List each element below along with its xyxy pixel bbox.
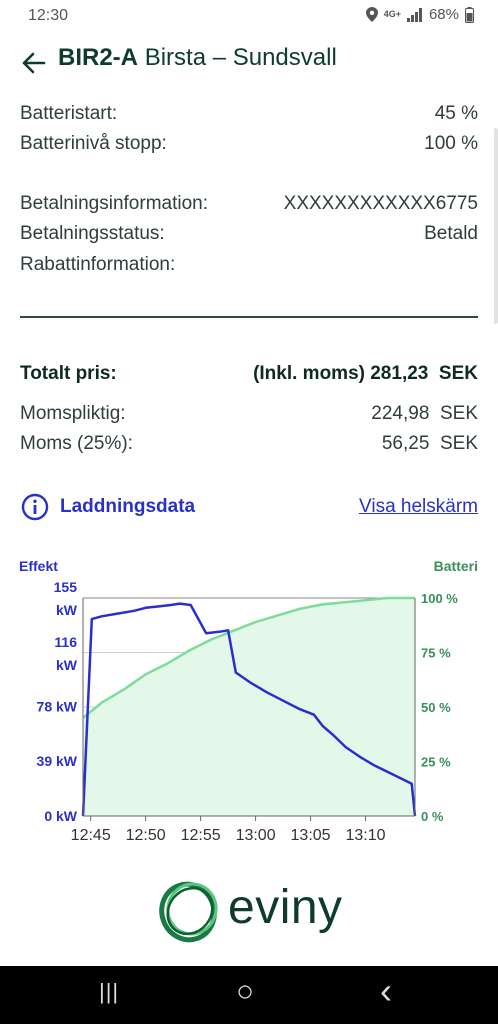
info-icon[interactable] [21, 493, 49, 521]
battery-start-row: Batteristart: 45 % [20, 103, 478, 125]
taxable-currency: SEK [439, 403, 478, 424]
vat-value: 56,25 [381, 433, 430, 454]
vat-currency: SEK [439, 433, 478, 454]
right-tick-label: 0 % [421, 809, 444, 824]
power-series-line [81, 602, 417, 817]
total-price-row: Totalt pris: (Inkl. moms) 281,23 SEK [20, 363, 478, 385]
payment-status-row: Betalningsstatus: Betald [20, 223, 478, 245]
back-arrow-icon[interactable] [22, 52, 46, 74]
vat-label: Moms (25%): [20, 433, 133, 454]
x-tick-label: 13:05 [291, 827, 331, 844]
battery-stop-value: 100 % [424, 133, 478, 154]
battery-percent: 68% [428, 6, 459, 23]
recent-apps-button[interactable]: ||| [99, 979, 120, 1004]
payment-info-value: XXXXXXXXXXXX6775 [283, 193, 478, 214]
taxable-value: 224,98 [371, 403, 430, 424]
right-axis-title: Batteri [434, 558, 478, 574]
battery-icon [465, 6, 474, 23]
left-axis-title: Effekt [19, 558, 58, 574]
status-bar: 12:30 4G+ 68% [0, 0, 498, 32]
right-tick-label: 75 % [421, 646, 451, 661]
x-tick-label: 12:50 [126, 827, 166, 844]
payment-info-row: Betalningsinformation: XXXXXXXXXXXX6775 [20, 193, 478, 215]
right-tick-label: 100 % [421, 591, 458, 606]
station-code: BIR2-A [58, 44, 139, 71]
page-title: BIR2-A Birsta – Sundsvall [58, 44, 337, 72]
total-price-label: Totalt pris: [20, 363, 117, 384]
system-nav-bar: ||| ○ ‹ [0, 966, 498, 1024]
brand-name: eviny [228, 881, 343, 934]
left-tick-label: 116 [54, 634, 77, 650]
signal-icon [406, 7, 422, 22]
battery-start-label: Batteristart: [20, 103, 118, 124]
right-tick-label: 50 % [421, 700, 451, 715]
left-tick-unit: kW [56, 602, 78, 618]
battery-start-value: 45 % [434, 103, 478, 124]
charging-chart: Effekt Batteri 100 % 75 % 50 % 25 % 0 % 155 kW… [19, 558, 478, 844]
battery-area [83, 598, 415, 816]
discount-row: Rabattinformation: [20, 254, 478, 276]
total-price-currency: SEK [438, 363, 478, 384]
x-tick-label: 12:55 [181, 827, 221, 844]
station-name: Birsta – Sundsvall [144, 44, 337, 71]
location-icon [365, 7, 378, 22]
payment-status-value: Betald [424, 223, 478, 244]
vat-row: Moms (25%): 56,25 SEK [20, 433, 478, 455]
left-tick-label: 39 kW [37, 753, 78, 769]
left-tick-label: 0 kW [44, 808, 77, 824]
total-price-value: (Inkl. moms) 281,23 [253, 363, 429, 384]
x-tick-label: 12:45 [71, 827, 111, 844]
x-tick-label: 13:10 [346, 827, 386, 844]
left-tick-unit: kW [56, 657, 78, 673]
taxable-label: Momspliktig: [20, 403, 126, 424]
back-button[interactable]: ‹ [380, 970, 392, 1011]
battery-series-line [82, 596, 415, 719]
taxable-row: Momspliktig: 224,98 SEK [20, 403, 478, 425]
home-button[interactable]: ○ [236, 975, 255, 1008]
right-tick-label: 25 % [421, 755, 451, 770]
left-tick-label: 78 kW [37, 698, 78, 714]
x-tick-label: 13:00 [236, 827, 276, 844]
scroll-indicator [494, 128, 498, 324]
fullscreen-link[interactable]: Visa helskärm [359, 496, 478, 517]
battery-stop-label: Batterinivå stopp: [20, 133, 167, 154]
payment-status-label: Betalningsstatus: [20, 223, 165, 244]
status-time: 12:30 [28, 7, 69, 24]
network-type: 4G+ [383, 9, 401, 19]
payment-info-label: Betalningsinformation: [20, 193, 208, 214]
divider [20, 316, 478, 318]
discount-label: Rabattinformation: [20, 254, 176, 275]
eviny-logo-icon [159, 881, 218, 943]
charging-data-title: Laddningsdata [60, 496, 196, 517]
left-tick-label: 155 [54, 579, 78, 595]
battery-stop-row: Batterinivå stopp: 100 % [20, 133, 478, 155]
